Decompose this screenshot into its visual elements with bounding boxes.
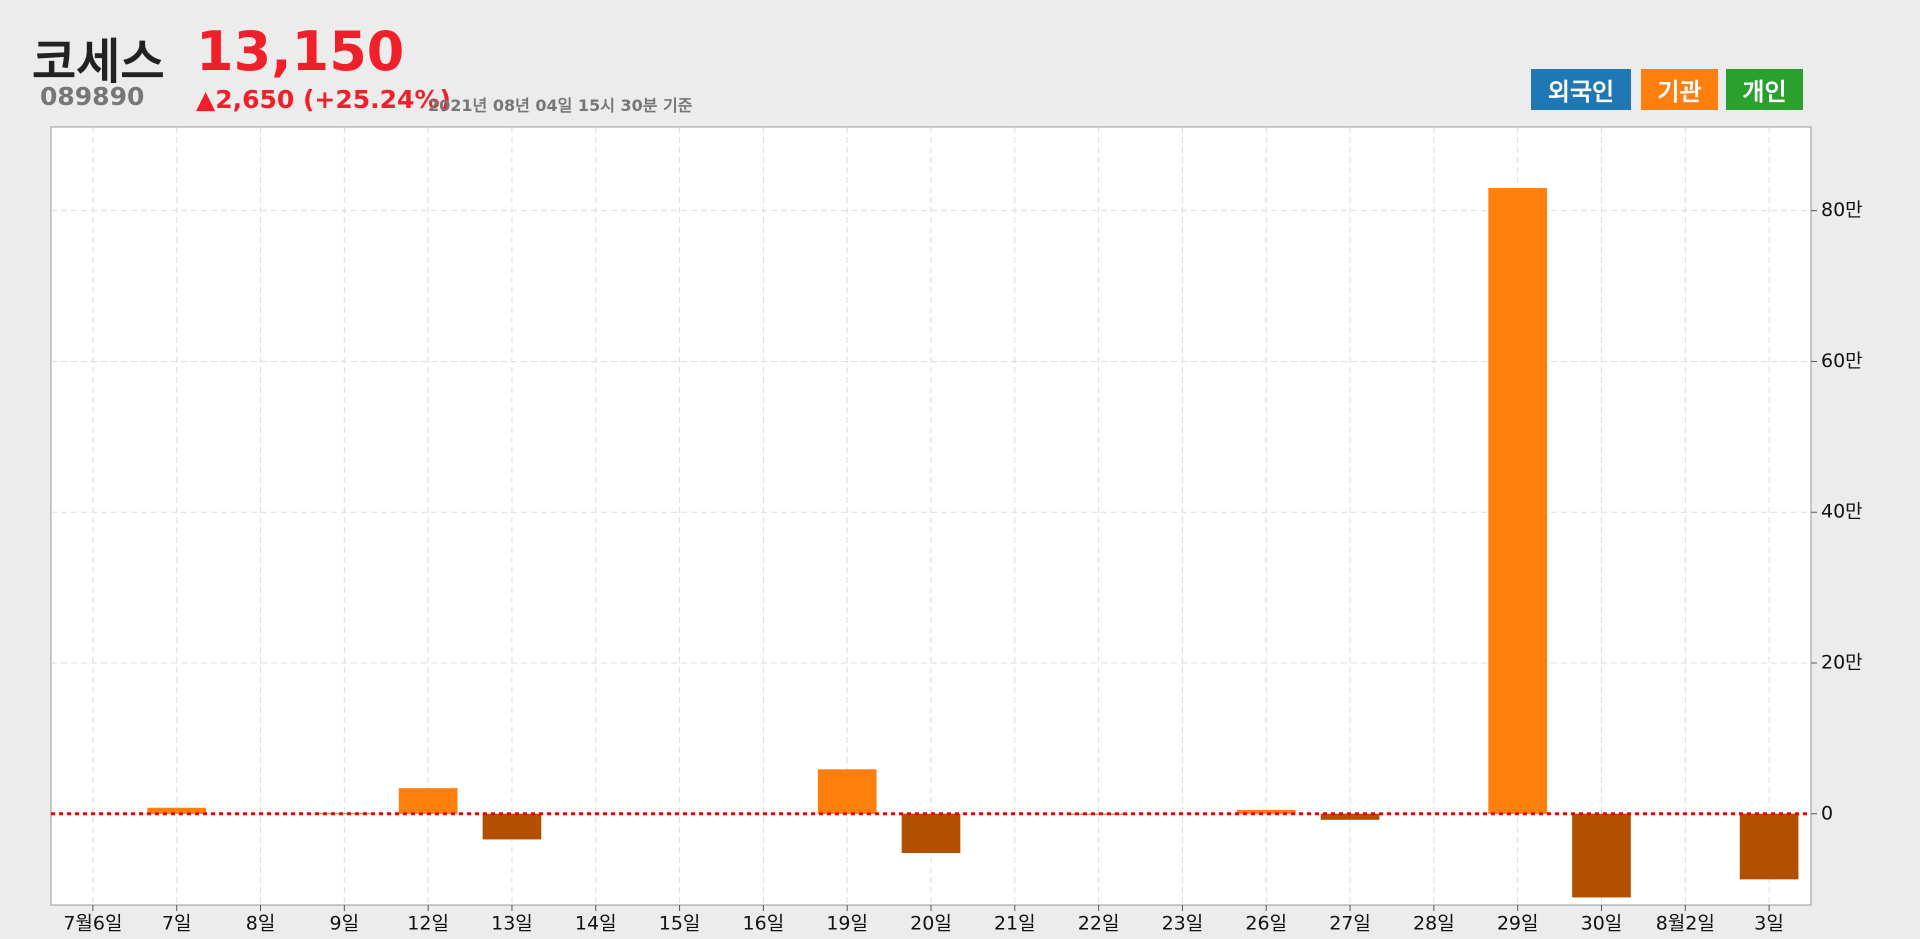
- y-tick-label: 20만: [1821, 652, 1863, 674]
- stock-price: 13,150: [196, 20, 405, 83]
- x-tick-label: 16일: [743, 913, 785, 935]
- x-tick-label: 23일: [1162, 913, 1204, 935]
- x-tick-label: 8월2일: [1656, 913, 1715, 935]
- x-tick-label: 21일: [994, 913, 1036, 935]
- x-tick-label: 14일: [575, 913, 617, 935]
- x-tick-label: 8일: [246, 913, 276, 935]
- x-tick-label: 9일: [330, 913, 360, 935]
- bar: [1236, 810, 1296, 814]
- x-tick-label: 7월6일: [63, 913, 122, 935]
- bar: [482, 813, 542, 840]
- bar: [1572, 813, 1631, 898]
- legend-button[interactable]: 개인: [1726, 69, 1803, 110]
- y-tick-label: 0: [1821, 802, 1833, 824]
- x-tick-label: 20일: [910, 913, 952, 935]
- bar: [1488, 188, 1547, 814]
- x-tick-label: 12일: [407, 913, 449, 935]
- legend-button[interactable]: 기관: [1641, 69, 1718, 110]
- y-tick-label: 80만: [1821, 199, 1863, 221]
- x-tick-label: 28일: [1413, 913, 1455, 935]
- bar: [1320, 813, 1380, 820]
- bar: [147, 807, 207, 814]
- stock-name: 코세스: [32, 34, 165, 90]
- x-tick-label: 13일: [491, 913, 533, 935]
- legend-button[interactable]: 외국인: [1531, 69, 1631, 110]
- header: 코세스 13,150 089890 ▲2,650 (+25.24%) 2021년…: [0, 0, 1920, 125]
- bar: [398, 788, 458, 814]
- bar: [1739, 813, 1799, 880]
- x-tick-label: 19일: [826, 913, 868, 935]
- x-tick-label: 29일: [1497, 913, 1539, 935]
- bar: [1069, 813, 1128, 815]
- y-tick-label: 40만: [1821, 501, 1863, 523]
- timestamp: 2021년 08년 04일 15시 30분 기준: [428, 96, 693, 115]
- x-tick-label: 15일: [659, 913, 701, 935]
- y-tick-label: 60만: [1821, 350, 1863, 372]
- bar: [817, 769, 877, 814]
- x-tick-label: 26일: [1245, 913, 1287, 935]
- price-change: ▲2,650 (+25.24%): [196, 85, 451, 114]
- x-tick-label: 22일: [1078, 913, 1120, 935]
- bar: [901, 813, 961, 853]
- x-tick-label: 7일: [162, 913, 192, 935]
- x-tick-label: 30일: [1581, 913, 1623, 935]
- stock-code: 089890: [40, 82, 145, 111]
- bar: [315, 813, 374, 814]
- x-tick-label: 27일: [1329, 913, 1371, 935]
- x-tick-label: 3일: [1754, 913, 1784, 935]
